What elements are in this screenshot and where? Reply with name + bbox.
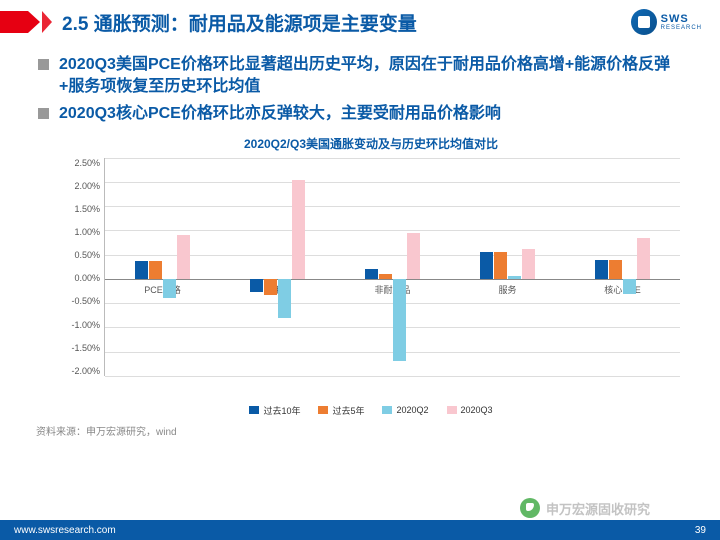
bar-past10 [135, 261, 148, 279]
category-group [335, 158, 450, 376]
chart: 2020Q2/Q3美国通胀变动及与历史环比均值对比 2.50% 2.00% 1.50… [62, 135, 680, 417]
legend-swatch-icon [318, 406, 328, 414]
bar-q2 [393, 279, 406, 361]
content-area: 2020Q3美国PCE价格环比显著超出历史平均，原因在于耐用品价格高增+能源价格… [0, 44, 720, 417]
wechat-icon [520, 498, 540, 518]
y-tick-label: 1.50% [62, 204, 100, 214]
bar-q3 [177, 235, 190, 279]
category-group [450, 158, 565, 376]
bars-layer [105, 158, 680, 376]
legend-item: 2020Q3 [447, 404, 493, 417]
y-tick-label: -0.50% [62, 296, 100, 306]
logo-subtext: RESEARCH [661, 25, 702, 31]
legend-item: 2020Q2 [382, 404, 428, 417]
bar-past5 [149, 261, 162, 279]
source-text: 资料来源：申万宏源研究，wind [36, 423, 720, 438]
watermark-text: 申万宏源固收研究 [546, 499, 650, 518]
legend-label: 过去5年 [332, 404, 364, 417]
y-tick-label: 1.00% [62, 227, 100, 237]
bar-past10 [365, 269, 378, 279]
legend-swatch-icon [249, 406, 259, 414]
y-tick-label: 0.50% [62, 250, 100, 260]
gridline [105, 376, 680, 377]
legend-swatch-icon [382, 406, 392, 414]
y-axis: 2.50% 2.00% 1.50% 1.00% 0.50% 0.00% -0.50% -1.0… [62, 158, 104, 376]
bar-past5 [379, 274, 392, 279]
bullet-square-icon [38, 108, 49, 119]
footer-bar: www.swsresearch.com 39 [0, 520, 720, 540]
legend-label: 2020Q2 [396, 405, 428, 415]
bullet-square-icon [38, 59, 49, 70]
bar-past5 [494, 252, 507, 279]
legend-label: 2020Q3 [461, 405, 493, 415]
legend-swatch-icon [447, 406, 457, 414]
bar-past5 [264, 279, 277, 295]
y-tick-label: -1.50% [62, 343, 100, 353]
header-chevron-icon [0, 11, 52, 33]
plot-area: PCE价格耐用品非耐用品服务核心PCE [104, 158, 680, 376]
category-group [220, 158, 335, 376]
y-tick-label: 2.50% [62, 158, 100, 168]
bar-q2 [163, 279, 176, 298]
bar-q3 [292, 180, 305, 279]
bar-q2 [508, 276, 521, 278]
bar-past10 [250, 279, 263, 293]
category-group [565, 158, 680, 376]
watermark: 申万宏源固收研究 [520, 498, 650, 518]
bar-q2 [623, 279, 636, 295]
bar-q3 [522, 249, 535, 279]
logo-disc-icon [631, 9, 657, 35]
slide-header: 2.5 通胀预测：耐用品及能源项是主要变量 SWS RESEARCH [0, 0, 720, 44]
footer-url: www.swsresearch.com [14, 525, 116, 536]
bullet-text-1: 2020Q3美国PCE价格环比显著超出历史平均，原因在于耐用品价格高增+能源价格… [59, 54, 690, 97]
y-tick-label: -1.00% [62, 320, 100, 330]
legend-label: 过去10年 [263, 404, 300, 417]
bullet-1: 2020Q3美国PCE价格环比显著超出历史平均，原因在于耐用品价格高增+能源价格… [38, 54, 690, 97]
page-number: 39 [695, 525, 706, 536]
sws-logo: SWS RESEARCH [631, 9, 702, 35]
bar-q3 [637, 238, 650, 279]
slide-title: 2.5 通胀预测：耐用品及能源项是主要变量 [62, 9, 631, 36]
bullet-text-2: 2020Q3核心PCE价格环比亦反弹较大，主要受耐用品价格影响 [59, 103, 501, 125]
bar-q3 [407, 233, 420, 279]
y-tick-label: 2.00% [62, 181, 100, 191]
bullet-2: 2020Q3核心PCE价格环比亦反弹较大，主要受耐用品价格影响 [38, 103, 690, 125]
y-tick-label: -2.00% [62, 366, 100, 376]
bar-past10 [480, 252, 493, 279]
y-tick-label: 0.00% [62, 273, 100, 283]
logo-text: SWS [661, 13, 702, 25]
bar-q2 [278, 279, 291, 318]
bar-past5 [609, 260, 622, 279]
bar-past10 [595, 260, 608, 279]
legend-item: 过去10年 [249, 404, 300, 417]
legend-item: 过去5年 [318, 404, 364, 417]
legend: 过去10年 过去5年 2020Q2 2020Q3 [62, 404, 680, 417]
chart-title: 2020Q2/Q3美国通胀变动及与历史环比均值对比 [62, 135, 680, 152]
category-group [105, 158, 220, 376]
